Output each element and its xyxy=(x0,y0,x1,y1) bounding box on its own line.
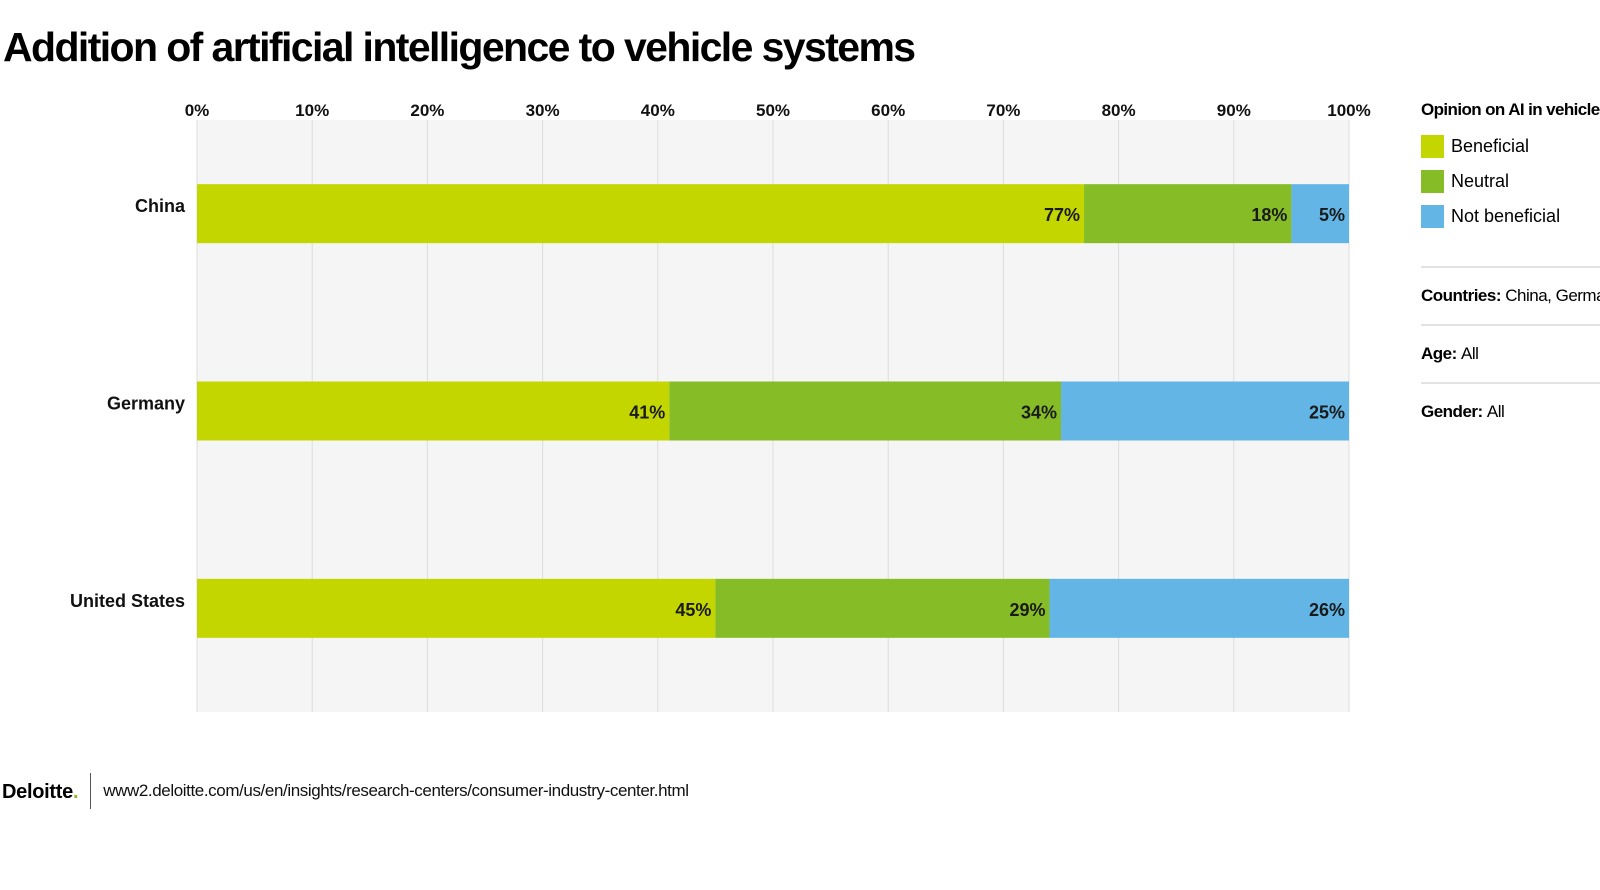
bar-segment xyxy=(669,381,1061,441)
data-label: 34% xyxy=(1021,403,1057,423)
filter-age[interactable]: Age: All xyxy=(1421,324,1600,382)
data-label: 18% xyxy=(1251,205,1287,225)
category-label: Germany xyxy=(107,394,185,414)
legend-label: Beneficial xyxy=(1451,135,1530,156)
filters-panel: Countries: China, Germany, United States… xyxy=(1421,266,1600,440)
x-tick-label: 90% xyxy=(1217,101,1251,120)
filter-value: All xyxy=(1486,402,1505,421)
bar-segment xyxy=(197,381,670,441)
footer: Deloitte. www2.deloitte.com/us/en/insigh… xyxy=(2,772,689,810)
bar-segment xyxy=(1084,184,1292,244)
chart-title: Addition of artificial intelligence to v… xyxy=(3,24,916,70)
x-tick-label: 70% xyxy=(986,101,1020,120)
legend-item-not-beneficial[interactable]: Not beneficial xyxy=(1421,204,1600,228)
x-tick-label: 50% xyxy=(756,101,790,120)
data-label: 25% xyxy=(1309,403,1345,423)
x-tick-label: 20% xyxy=(410,101,444,120)
legend-item-neutral[interactable]: Neutral xyxy=(1421,169,1600,193)
category-label: China xyxy=(135,196,186,216)
bar-segment xyxy=(1049,578,1349,638)
x-tick-label: 30% xyxy=(526,101,560,120)
brand-name: Deloitte xyxy=(2,781,73,803)
legend-title: Opinion on AI in vehicle systems xyxy=(1421,100,1600,119)
data-label: 5% xyxy=(1319,205,1345,225)
filter-value: All xyxy=(1461,344,1479,363)
filter-key: Gender: xyxy=(1421,402,1483,421)
category-label: United States xyxy=(70,591,185,611)
brand-dot: . xyxy=(72,781,79,803)
bar-segment xyxy=(715,578,1050,638)
data-label: 26% xyxy=(1309,600,1345,620)
filter-gender[interactable]: Gender: All xyxy=(1421,382,1600,440)
not-beneficial-swatch xyxy=(1421,204,1444,228)
data-label: 29% xyxy=(1009,600,1045,620)
source-url[interactable]: www2.deloitte.com/us/en/insights/researc… xyxy=(103,781,689,800)
stacked-bar-chart: 0% 10% 20% 30% 40% 50% 60% 70% 80% 90% 100% China G… xyxy=(70,101,1371,712)
filter-key: Countries: xyxy=(1421,286,1502,305)
deloitte-logo[interactable]: Deloitte. xyxy=(2,773,92,809)
legend: Opinion on AI in vehicle systems Benefic… xyxy=(1421,100,1600,239)
x-tick-label: 100% xyxy=(1327,101,1370,120)
data-label: 45% xyxy=(675,600,711,620)
filter-key: Age: xyxy=(1421,344,1457,363)
bar-segment xyxy=(1291,184,1349,244)
legend-label: Not beneficial xyxy=(1451,205,1561,226)
x-tick-label: 40% xyxy=(641,101,675,120)
bar-segment xyxy=(197,578,716,638)
x-tick-label: 80% xyxy=(1102,101,1136,120)
data-label: 41% xyxy=(629,403,665,423)
bar-segment xyxy=(1061,381,1349,441)
beneficial-swatch xyxy=(1421,134,1444,158)
filter-value: China, Germany, United States xyxy=(1505,286,1600,305)
filter-countries[interactable]: Countries: China, Germany, United States xyxy=(1421,266,1600,324)
data-label: 77% xyxy=(1044,205,1080,225)
neutral-swatch xyxy=(1421,169,1444,193)
legend-label: Neutral xyxy=(1451,170,1510,191)
bar-segment xyxy=(197,184,1085,244)
x-tick-label: 10% xyxy=(295,101,329,120)
x-tick-label: 0% xyxy=(185,101,210,120)
legend-item-beneficial[interactable]: Beneficial xyxy=(1421,134,1600,158)
x-tick-label: 60% xyxy=(871,101,905,120)
